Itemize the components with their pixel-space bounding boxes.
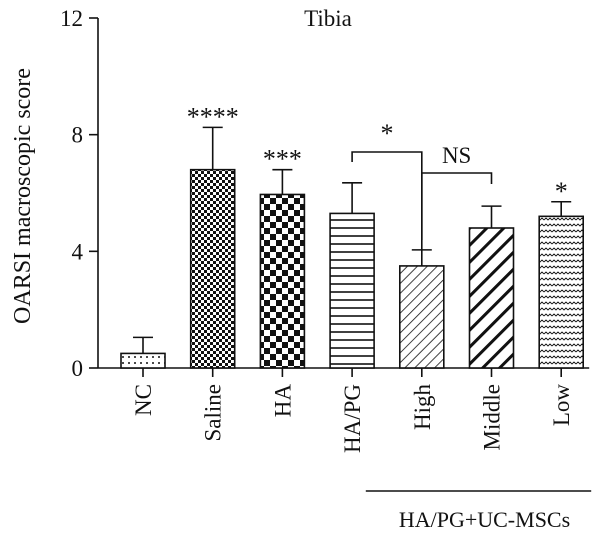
comparison-bracket [421,172,493,240]
bar [120,352,166,369]
bar [398,265,445,369]
bar [468,227,515,369]
x-tick-label: HA/PG [340,384,365,453]
bar [259,193,306,369]
x-tick-label: Low [549,384,574,427]
comparison-label: NS [442,143,471,168]
significance-label: *** [263,145,302,174]
y-tick-label: 12 [60,6,83,31]
annotations-group: *********NS [187,102,568,250]
significance-label: **** [187,102,239,131]
x-tick-label: High [410,384,435,431]
y-tick-label: 8 [72,123,84,148]
x-tick-label: NC [131,384,156,416]
bars-group [120,126,585,369]
chart-title: Tibia [304,6,352,31]
y-tick-label: 4 [72,239,84,264]
x-tick-label: HA [270,384,295,418]
x-tick-label: Middle [480,384,505,450]
significance-label: * [555,177,568,206]
y-axis-label: OARSI macroscopic score [10,68,36,324]
axes: 0 4 8 12 NC Saline HA HA/PG High Middle Low [60,6,590,453]
x-tick-label: Saline [201,384,226,442]
y-tick-label: 0 [72,356,84,381]
bar [329,212,375,369]
bar [189,168,236,369]
bar [538,215,585,369]
comparison-label: * [380,119,393,148]
group-label: HA/PG+UC-MSCs [399,507,570,532]
